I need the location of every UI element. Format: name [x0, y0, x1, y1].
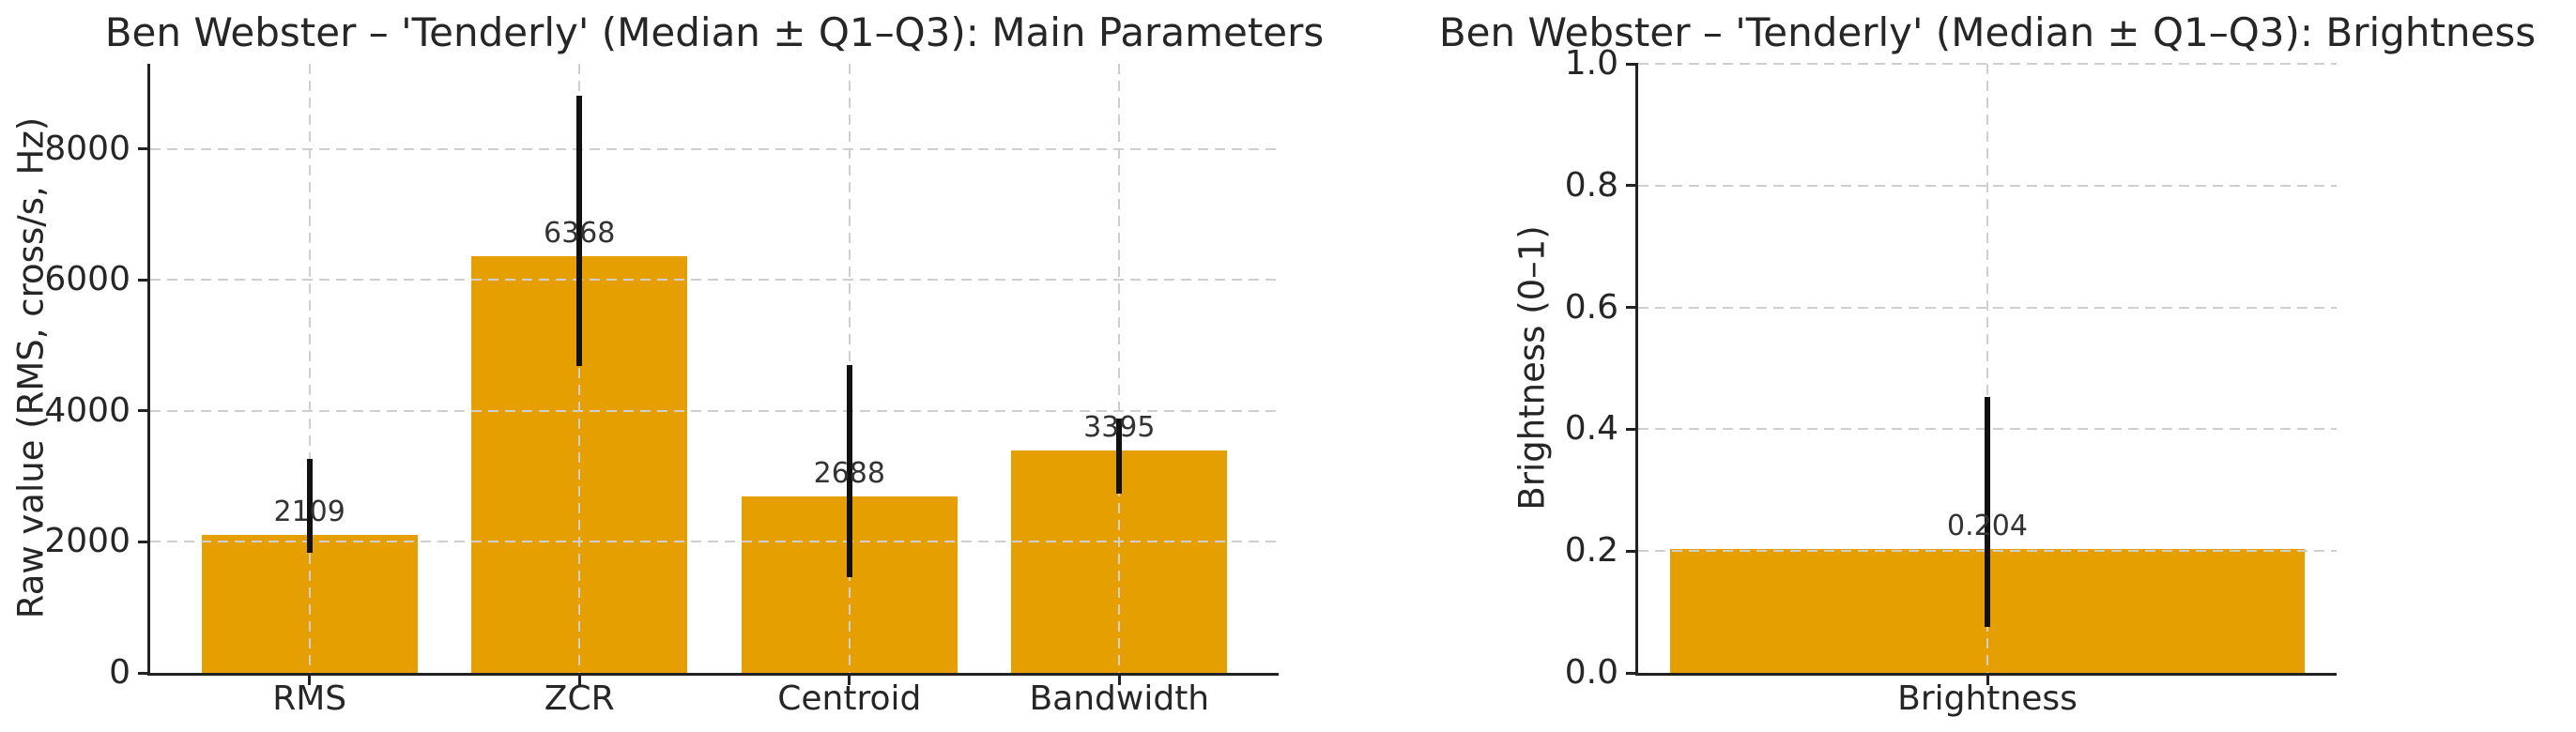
right-chart-title: Ben Webster – 'Tenderly' (Median ± Q1–Q3… — [1438, 9, 2537, 55]
x-tick-label-bandwidth: Bandwidth — [1029, 679, 1210, 718]
y-axis-spine — [147, 64, 150, 676]
y-tick-0.6 — [1626, 306, 1638, 310]
y-tick-0.4 — [1626, 427, 1638, 431]
grid-line-v-bandwidth — [1118, 64, 1121, 673]
error-bar-bandwidth — [1116, 419, 1123, 494]
x-tick-zcr — [577, 673, 581, 685]
x-tick-label-rms: RMS — [272, 679, 347, 718]
y-tick-label-0: 0 — [109, 653, 130, 692]
grid-line-h-4000 — [150, 409, 1279, 412]
error-bar-centroid — [846, 365, 852, 578]
y-tick-label-0.6: 0.6 — [1564, 287, 1618, 327]
value-label-rms: 2109 — [273, 495, 345, 528]
grid-line-h-1.0 — [1638, 63, 2337, 65]
y-tick-1.0 — [1626, 62, 1638, 66]
grid-line-h-0.6 — [1638, 306, 2337, 309]
y-tick-label-0.2: 0.2 — [1564, 531, 1618, 571]
value-label-centroid: 2688 — [813, 457, 885, 491]
y-tick-0.8 — [1626, 184, 1638, 188]
x-axis-spine — [147, 673, 1279, 676]
value-label-bandwidth: 3395 — [1083, 411, 1156, 445]
x-tick-rms — [308, 673, 312, 685]
x-tick-brightness — [1986, 673, 1989, 685]
y-tick-4000 — [138, 409, 150, 413]
y-tick-label-8000: 8000 — [44, 129, 130, 168]
y-tick-0.0 — [1626, 671, 1638, 675]
y-axis-spine — [1635, 64, 1638, 676]
y-tick-label-0.8: 0.8 — [1564, 165, 1618, 205]
error-bar-rms — [306, 458, 313, 554]
x-tick-label-zcr: ZCR — [544, 679, 615, 718]
y-tick-8000 — [138, 147, 150, 151]
x-tick-label-brightness: Brightness — [1897, 679, 2078, 718]
y-tick-0 — [138, 671, 150, 675]
grid-line-h-8000 — [150, 147, 1279, 150]
grid-line-h-0.8 — [1638, 184, 2337, 187]
y-tick-label-1.0: 1.0 — [1564, 44, 1618, 83]
value-label-zcr: 6368 — [544, 216, 616, 250]
x-axis-spine — [1635, 673, 2337, 676]
y-tick-2000 — [138, 540, 150, 543]
grid-line-v-rms — [308, 64, 311, 673]
grid-line-h-6000 — [150, 279, 1279, 282]
y-tick-label-0.0: 0.0 — [1564, 653, 1618, 692]
y-tick-label-4000: 4000 — [44, 390, 130, 430]
y-tick-label-2000: 2000 — [44, 522, 130, 561]
grid-line-h-2000 — [150, 541, 1279, 543]
y-tick-6000 — [138, 278, 150, 282]
x-tick-label-centroid: Centroid — [777, 679, 922, 718]
grid-line-v-brightness — [1986, 64, 1988, 673]
error-bar-brightness — [1985, 397, 1990, 627]
x-tick-centroid — [848, 673, 851, 685]
y-tick-0.2 — [1626, 549, 1638, 553]
right-y-axis-label: Brightness (0–1) — [1511, 225, 1553, 511]
grid-line-v-zcr — [578, 64, 581, 673]
x-tick-bandwidth — [1117, 673, 1121, 685]
left-chart-title: Ben Webster – 'Tenderly' (Median ± Q1–Q3… — [104, 9, 1325, 55]
error-bar-zcr — [576, 95, 583, 366]
y-tick-label-6000: 6000 — [44, 260, 130, 299]
value-label-brightness: 0.204 — [1947, 509, 2028, 542]
y-tick-label-0.4: 0.4 — [1564, 409, 1618, 449]
